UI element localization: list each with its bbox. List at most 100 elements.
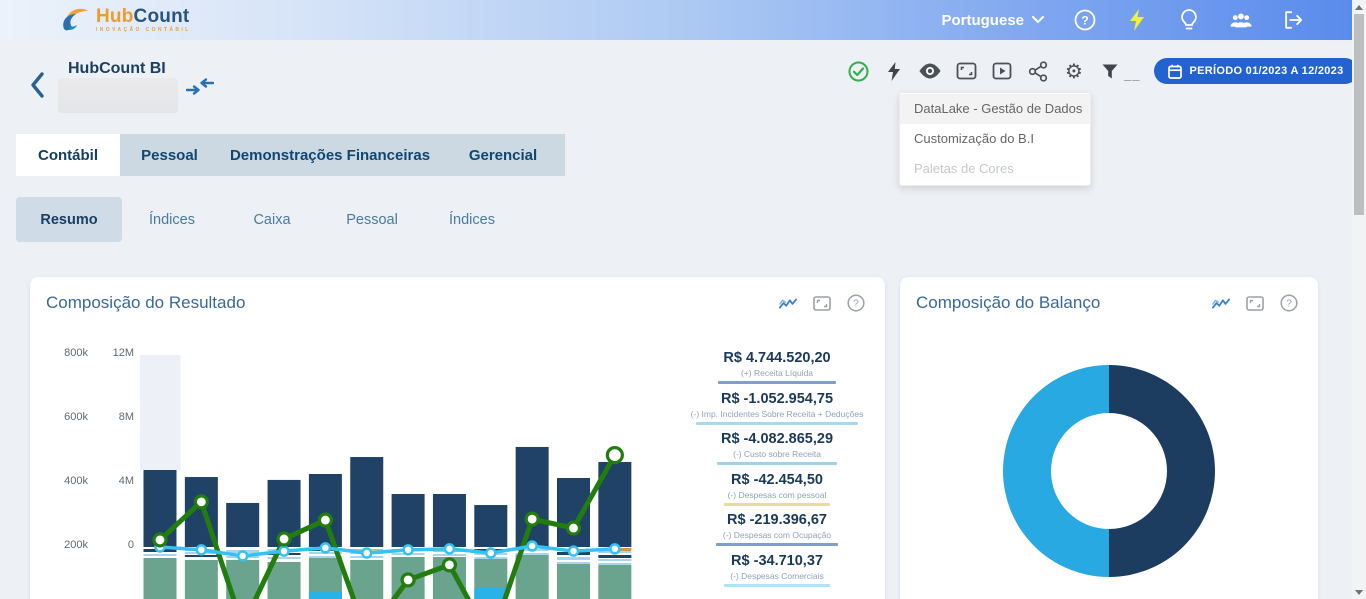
scrollbar-down-button[interactable] <box>1352 585 1366 599</box>
waterfall-label: (-) Despesas Comerciais <box>730 570 824 581</box>
brand-count: Count <box>133 6 190 27</box>
top-navbar: HubCount INOVAÇÃO CONTÁBIL Portuguese ? <box>0 0 1352 40</box>
settings-dropdown-menu: DataLake - Gestão de Dados Customização … <box>899 92 1091 186</box>
fullscreen-button[interactable] <box>948 58 984 84</box>
waterfall-amount: R$ -219.396,67 <box>727 512 827 528</box>
waterfall-underline <box>718 381 836 384</box>
svg-text:?: ? <box>1081 14 1088 28</box>
filter-funnel-icon <box>1102 64 1118 78</box>
expand-frame-icon <box>956 62 976 80</box>
menu-item-datalake[interactable]: DataLake - Gestão de Dados <box>900 94 1090 124</box>
subtab-caixa[interactable]: Caixa <box>253 211 291 228</box>
quick-actions-button[interactable] <box>1126 9 1148 31</box>
waterfall-underline <box>724 583 830 587</box>
subtab-indices-1[interactable]: Índices <box>149 211 195 228</box>
scrollbar-up-button[interactable] <box>1352 0 1366 14</box>
triangle-up-icon <box>1355 4 1363 10</box>
card1-help-button[interactable]: ? <box>847 294 865 312</box>
menu-item-customizacao[interactable]: Customização do B.I <box>914 131 1034 146</box>
waterfall-underline <box>716 543 838 546</box>
y-axis-tick: 400k <box>64 475 88 487</box>
calendar-icon <box>1168 64 1183 79</box>
eye-icon <box>919 63 941 79</box>
subtab-resumo[interactable]: Resumo <box>16 197 122 242</box>
y-axis-tick: 600k <box>64 411 88 423</box>
lightning-bolt-icon <box>1130 9 1144 31</box>
period-label: PERÍODO 01/2023 A 12/2023 <box>1189 65 1344 77</box>
waterfall-underline <box>717 462 837 465</box>
waterfall-amount: R$ -34.710,37 <box>731 552 823 569</box>
tab-demonstracoes-financeiras[interactable]: Demonstrações Financeiras <box>229 146 431 164</box>
video-play-icon <box>992 62 1012 80</box>
converging-arrows-icon <box>185 78 215 95</box>
tips-button[interactable] <box>1178 9 1200 31</box>
filter-input-underline[interactable]: __ <box>1124 66 1141 82</box>
help-button[interactable]: ? <box>1074 9 1096 31</box>
scrollbar-thumb[interactable] <box>1354 14 1364 215</box>
waterfall-values-panel: R$ 4.744.520,20 (+) Receita Líquida R$ -… <box>682 350 872 593</box>
menu-item-paletas[interactable]: Paletas de Cores <box>914 161 1014 176</box>
lightning-bolt-dark-icon <box>888 61 900 81</box>
y-axis-tick: 12M <box>112 347 134 359</box>
waterfall-entry: R$ 4.744.520,20 (+) Receita Líquida <box>682 350 872 391</box>
logout-icon <box>1285 11 1303 29</box>
svg-text:?: ? <box>853 299 859 310</box>
subtab-indices-2[interactable]: Índices <box>449 211 495 228</box>
question-circle-icon: ? <box>847 294 865 312</box>
card1-expand-button[interactable] <box>813 294 831 312</box>
logout-button[interactable] <box>1282 9 1304 31</box>
donut-slice-right <box>1109 365 1215 577</box>
hubcount-swoosh-icon <box>63 8 88 31</box>
card-composicao-balanco: Composição do Balanço <box>900 277 1318 599</box>
tab-contabil[interactable]: Contábil <box>16 134 120 176</box>
status-ok-button[interactable] <box>840 58 876 84</box>
waterfall-label: (-) Despesas com pessoal <box>727 489 827 500</box>
back-button[interactable] <box>30 72 45 103</box>
view-button[interactable] <box>912 58 948 84</box>
y-axis-tick: 4M <box>118 475 134 487</box>
brand-tagline: INOVAÇÃO CONTÁBIL <box>96 27 191 33</box>
collapse-header-button[interactable] <box>185 76 215 103</box>
lightbulb-icon <box>1181 9 1197 30</box>
waterfall-label: (-) Despesas com Ocupação <box>722 530 832 540</box>
waterfall-amount: R$ -4.082.865,29 <box>720 431 834 447</box>
tab-pessoal[interactable]: Pessoal <box>141 146 198 164</box>
y-axis-tick: 800k <box>64 347 88 359</box>
card2-expand-button[interactable] <box>1246 294 1264 312</box>
donut-chart <box>1003 365 1215 577</box>
waterfall-amount: R$ 4.744.520,20 <box>723 350 831 366</box>
expand-card-icon <box>813 295 831 311</box>
company-name-redacted <box>58 78 178 113</box>
chevron-down-icon <box>1032 16 1044 23</box>
share-button[interactable] <box>1020 58 1056 84</box>
sub-tabs: Resumo Índices Caixa Pessoal Índices <box>16 197 522 242</box>
page-scrollbar[interactable] <box>1352 0 1366 599</box>
period-selector-button[interactable]: PERÍODO 01/2023 A 12/2023 <box>1154 58 1358 84</box>
share-icon <box>1028 60 1048 82</box>
language-label: Portuguese <box>941 11 1024 29</box>
users-group-icon <box>1230 12 1252 27</box>
settings-button[interactable]: ⚙ <box>1056 58 1092 84</box>
triangle-down-icon <box>1355 589 1363 595</box>
waterfall-entry: R$ -42.454,50 (-) Despesas com pessoal <box>682 472 872 513</box>
gear-icon: ⚙ <box>1065 59 1083 83</box>
card2-help-button[interactable]: ? <box>1280 294 1298 312</box>
refresh-data-button[interactable] <box>876 58 912 84</box>
waterfall-label: (-) Imp. Incidentes Sobre Receita + Dedu… <box>690 408 864 419</box>
y-axis-tick: 0 <box>127 539 134 551</box>
card1-chart-type-button[interactable] <box>779 294 797 312</box>
page-title: HubCount BI <box>68 60 166 77</box>
svg-text:?: ? <box>1286 299 1292 310</box>
waterfall-label: (-) Custo sobre Receita <box>733 449 821 459</box>
video-tutorial-button[interactable] <box>984 58 1020 84</box>
users-button[interactable] <box>1230 9 1252 31</box>
subtab-pessoal[interactable]: Pessoal <box>346 211 398 228</box>
card2-chart-type-button[interactable] <box>1212 294 1230 312</box>
waterfall-entry: R$ -34.710,37 (-) Despesas Comerciais <box>682 553 872 594</box>
pulse-chart-icon <box>779 298 797 308</box>
language-selector[interactable]: Portuguese <box>941 12 1044 29</box>
y-axis-tick: 200k <box>64 539 88 551</box>
card1-title: Composição do Resultado <box>46 293 246 312</box>
filter-button[interactable] <box>1092 58 1128 84</box>
tab-gerencial[interactable]: Gerencial <box>468 146 538 164</box>
